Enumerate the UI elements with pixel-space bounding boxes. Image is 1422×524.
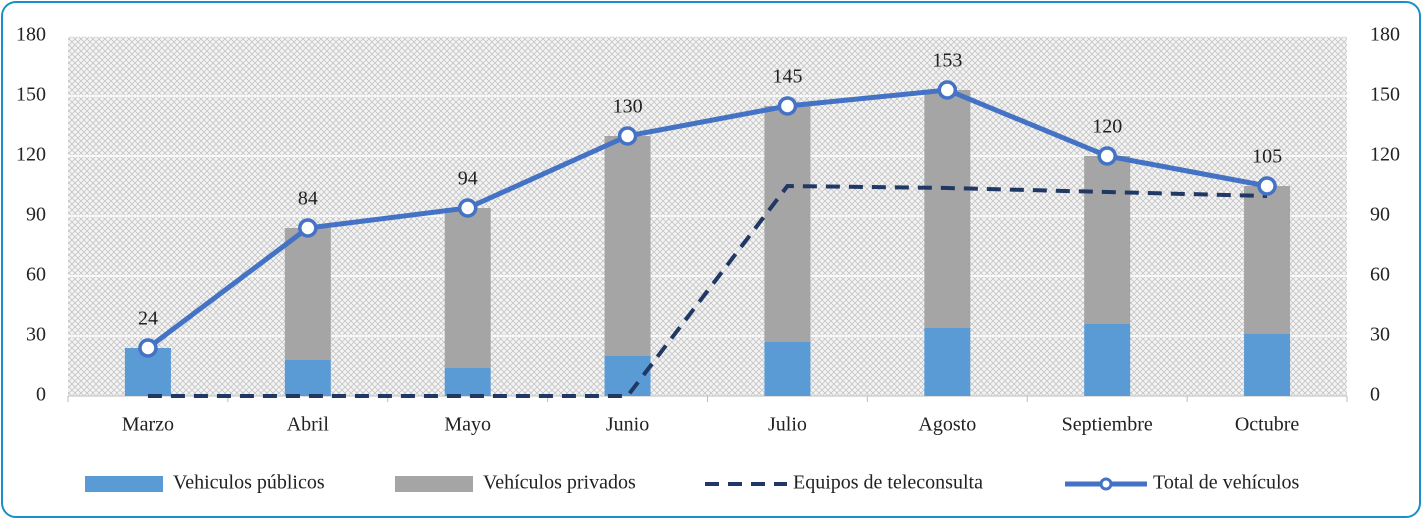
data-label: 24	[138, 308, 158, 330]
bar	[604, 136, 651, 356]
y2-tick-label: 90	[1370, 204, 1390, 226]
bar	[1084, 156, 1131, 324]
marker	[457, 198, 478, 218]
x-tick-label: Julio	[768, 414, 807, 436]
y2-tick-label: 150	[1370, 84, 1400, 106]
line	[146, 87, 1268, 350]
bar	[284, 360, 331, 396]
line	[147, 183, 1268, 398]
y2-tick-label: 120	[1370, 144, 1400, 166]
y-tick-label: 180	[16, 24, 46, 46]
data-label: 130	[613, 96, 643, 118]
y2-tick-label: 30	[1370, 324, 1390, 346]
legend-swatch	[395, 476, 473, 492]
y2-tick-label: 180	[1370, 24, 1400, 46]
data-label: 120	[1092, 116, 1122, 138]
x-tick-label: Agosto	[918, 414, 976, 436]
x-tick-label: Septiembre	[1062, 414, 1153, 436]
bar	[444, 208, 491, 368]
bar	[284, 228, 331, 360]
marker	[1097, 146, 1117, 166]
bar	[604, 356, 651, 396]
marker	[298, 218, 318, 238]
y-tick-label: 90	[26, 204, 46, 226]
x-tick-label: Abril	[287, 414, 330, 436]
data-label: 153	[932, 50, 962, 72]
data-label: 105	[1252, 146, 1282, 168]
bar	[1244, 186, 1291, 334]
x-tick-label: Octubre	[1235, 414, 1300, 436]
bar	[924, 90, 971, 328]
legend-label: Vehículos privados	[483, 472, 636, 494]
y-tick-label: 150	[16, 84, 46, 106]
y2-tick-label: 60	[1370, 264, 1390, 286]
y-tick-label: 60	[26, 264, 46, 286]
legend-label: Vehiculos públicos	[173, 472, 325, 494]
legend-marker	[1099, 477, 1113, 491]
marker	[617, 126, 638, 146]
y2-tick-label: 0	[1370, 384, 1380, 406]
y-tick-label: 30	[26, 324, 46, 346]
x-tick-label: Mayo	[444, 414, 491, 436]
x-tick-label: Junio	[606, 414, 649, 436]
data-label: 84	[298, 188, 318, 210]
y-tick-label: 120	[16, 144, 46, 166]
bar	[764, 342, 811, 396]
bar	[1084, 324, 1131, 396]
bar	[1244, 334, 1291, 396]
data-label: 94	[458, 168, 478, 190]
bar	[764, 106, 811, 342]
data-label: 145	[772, 66, 802, 88]
y-tick-label: 0	[36, 384, 46, 406]
legend-swatch	[85, 476, 163, 492]
marker	[138, 338, 158, 358]
bar	[444, 368, 491, 396]
marker	[777, 96, 798, 116]
marker	[1257, 176, 1277, 196]
legend-label: Total de vehículos	[1153, 472, 1300, 494]
bar	[924, 328, 971, 396]
legend-label: Equipos de teleconsulta	[793, 472, 983, 494]
marker	[937, 80, 958, 100]
x-tick-label: Marzo	[122, 414, 174, 436]
